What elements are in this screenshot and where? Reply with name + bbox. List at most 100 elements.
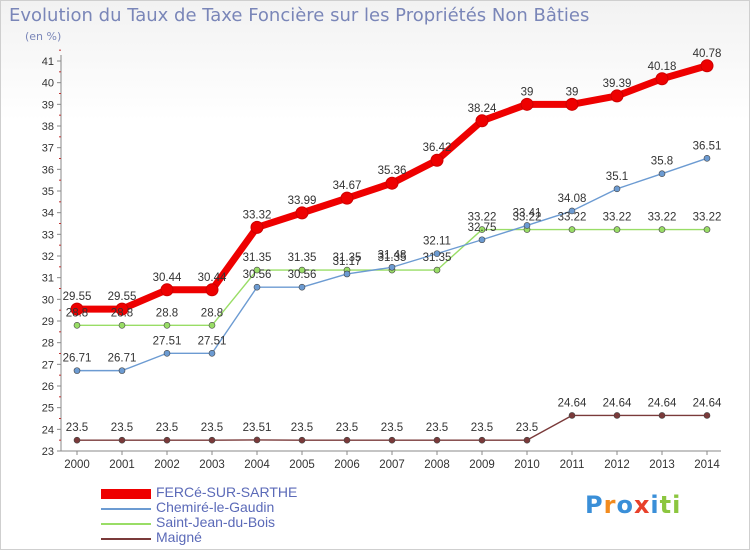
data-point-1	[568, 207, 576, 215]
data-label: 23.5	[291, 422, 313, 434]
data-point-1	[73, 367, 81, 374]
data-label: 33.22	[693, 212, 722, 224]
data-label: 23.5	[66, 422, 88, 434]
y-tick-label: 25	[42, 403, 54, 415]
data-point-0	[385, 176, 399, 190]
y-tick-label: 24	[42, 424, 54, 436]
data-point-0	[250, 220, 264, 234]
y-tick-label: 38	[42, 121, 54, 133]
data-label: 30.56	[288, 269, 317, 281]
data-label: 23.5	[471, 422, 493, 434]
data-point-3	[73, 436, 81, 444]
x-tick-label: 2012	[604, 459, 630, 471]
data-point-2	[163, 322, 171, 329]
data-point-3	[388, 436, 396, 444]
data-label: 32.75	[468, 222, 497, 234]
data-point-1	[388, 263, 396, 271]
data-label: 26.71	[63, 353, 92, 365]
x-tick-label: 2006	[334, 459, 360, 471]
data-label: 30.44	[153, 272, 182, 284]
data-point-0	[295, 206, 309, 220]
y-unit-label: (en %)	[25, 30, 62, 43]
data-point-1	[298, 283, 306, 291]
data-label: 24.64	[603, 397, 632, 409]
data-point-0	[160, 283, 174, 297]
y-tick-label: 28	[42, 338, 54, 350]
legend-label: Maigné	[156, 529, 202, 545]
data-label: 31.35	[243, 252, 272, 264]
data-point-2	[703, 226, 711, 233]
data-label: 35.36	[378, 165, 407, 177]
data-label: 40.78	[693, 48, 722, 60]
data-label: 33.22	[603, 212, 632, 224]
data-label: 23.5	[201, 422, 223, 434]
y-tick-label: 33	[42, 229, 54, 241]
y-tick-label: 29	[42, 316, 54, 328]
proxiti-logo: Proxiti	[585, 491, 682, 519]
data-point-0	[610, 89, 624, 103]
data-point-1	[613, 185, 621, 193]
data-label: 23.5	[381, 422, 403, 434]
data-label: 34.67	[333, 180, 362, 192]
data-point-1	[433, 250, 441, 257]
legend-swatch	[101, 523, 151, 525]
data-point-0	[205, 283, 219, 297]
data-point-2	[613, 226, 621, 233]
data-point-2	[298, 266, 306, 274]
data-label: 27.51	[198, 335, 227, 347]
data-label: 33.41	[513, 207, 542, 219]
data-point-1	[208, 349, 216, 357]
data-point-3	[163, 436, 171, 444]
x-tick-label: 2014	[694, 459, 720, 471]
data-label: 31.35	[288, 252, 317, 264]
data-point-0	[655, 72, 669, 86]
data-point-3	[568, 412, 576, 419]
data-point-1	[343, 270, 351, 278]
data-point-2	[118, 322, 126, 329]
data-point-2	[568, 226, 576, 233]
x-tick-label: 2002	[154, 459, 180, 471]
data-label: 33.22	[648, 212, 677, 224]
data-point-3	[343, 436, 351, 444]
x-tick-label: 2004	[244, 459, 270, 471]
data-point-1	[253, 283, 261, 291]
data-point-3	[433, 436, 441, 444]
y-tick-label: 27	[42, 359, 54, 371]
data-point-2	[478, 226, 486, 233]
data-point-3	[208, 436, 216, 444]
data-label: 28.8	[156, 307, 178, 319]
data-point-2	[433, 266, 441, 274]
data-label: 39	[521, 86, 534, 98]
x-tick-label: 2008	[424, 459, 450, 471]
data-label: 31.48	[378, 249, 407, 261]
data-label: 29.55	[108, 291, 137, 303]
data-point-1	[523, 222, 531, 229]
data-label: 23.5	[516, 422, 538, 434]
data-point-3	[118, 436, 126, 444]
data-label: 36.42	[423, 142, 452, 154]
data-label: 39	[566, 86, 579, 98]
data-label: 33.22	[558, 212, 587, 224]
data-label: 23.5	[426, 422, 448, 434]
legend-swatch	[101, 508, 151, 510]
x-tick-label: 2003	[199, 459, 225, 471]
data-point-2	[208, 322, 216, 329]
data-label: 29.55	[63, 291, 92, 303]
data-label: 23.5	[111, 422, 133, 434]
x-tick-label: 2007	[379, 459, 405, 471]
data-point-3	[703, 412, 711, 419]
data-point-3	[523, 436, 531, 444]
x-tick-label: 2001	[109, 459, 135, 471]
data-point-3	[253, 436, 261, 444]
x-tick-label: 2013	[649, 459, 675, 471]
data-label: 31.35	[423, 252, 452, 264]
data-label: 36.51	[693, 140, 722, 152]
data-label: 34.08	[558, 193, 587, 205]
x-tick-label: 2010	[514, 459, 540, 471]
legend-swatch	[101, 538, 151, 540]
x-tick-label: 2000	[64, 459, 90, 471]
data-label: 39.39	[603, 78, 632, 90]
data-point-1	[703, 154, 711, 162]
y-tick-label: 30	[42, 294, 54, 306]
